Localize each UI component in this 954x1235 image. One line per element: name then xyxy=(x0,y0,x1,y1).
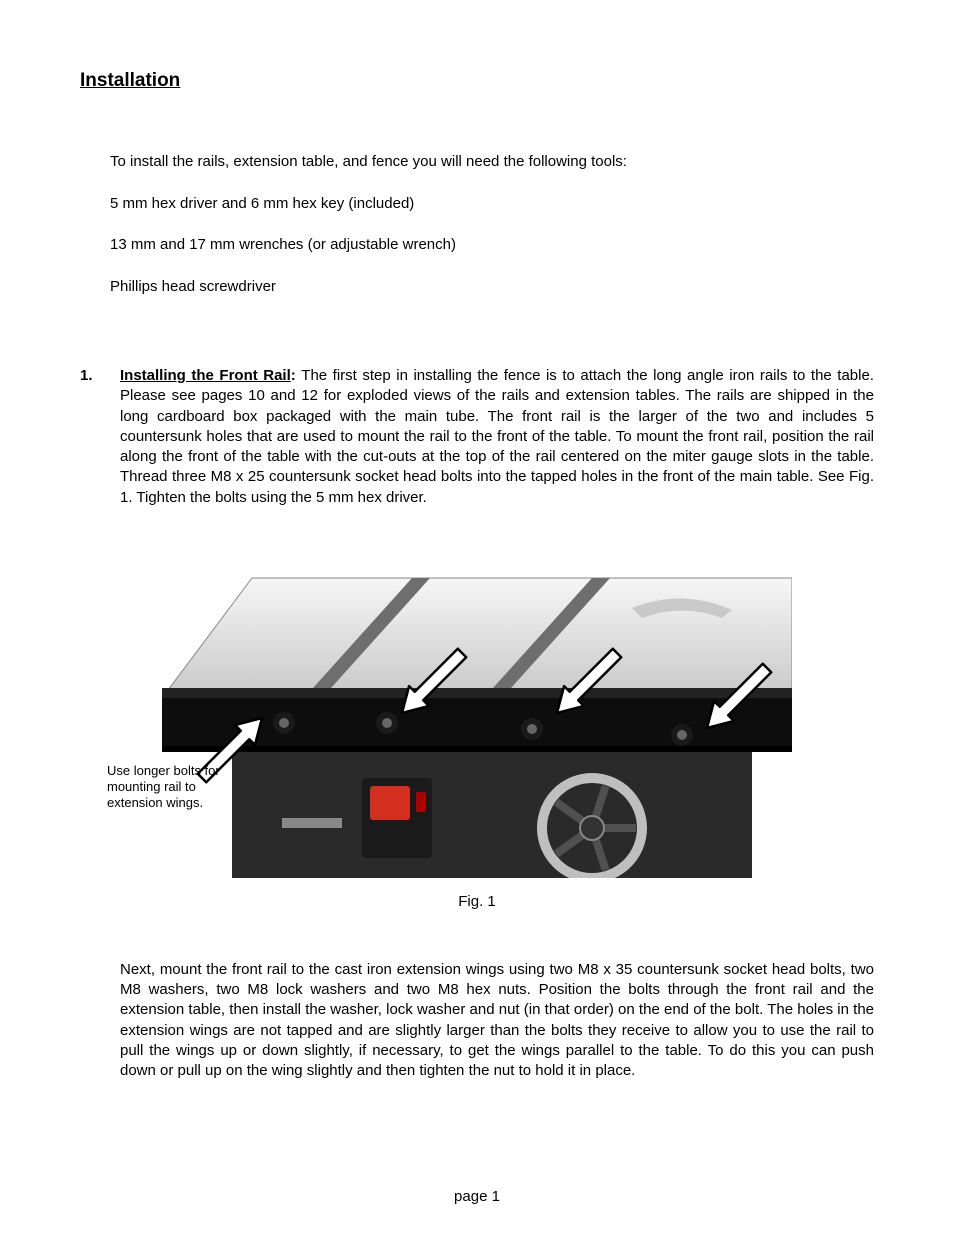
tools-intro: To install the rails, extension table, a… xyxy=(110,152,874,172)
page: Installation To install the rails, exten… xyxy=(0,0,954,1235)
step-number: 1. xyxy=(80,366,120,508)
tool-item: 13 mm and 17 mm wrenches (or adjustable … xyxy=(110,235,874,255)
tools-list: To install the rails, extension table, a… xyxy=(110,152,874,296)
page-footer: page 1 xyxy=(0,1188,954,1205)
step-1: 1. Installing the Front Rail: The first … xyxy=(80,366,874,508)
para-2: Next, mount the front rail to the cast i… xyxy=(120,960,874,1082)
step-colon: : xyxy=(291,367,302,384)
tool-item: Phillips head screwdriver xyxy=(110,277,874,297)
tool-item: 5 mm hex driver and 6 mm hex key (includ… xyxy=(110,194,874,214)
page-title: Installation xyxy=(80,70,874,92)
figure-1: Use longer bolts for mounting rail to ex… xyxy=(80,548,874,910)
step-text: The first step in installing the fence i… xyxy=(120,367,874,506)
figure-1-svg xyxy=(162,548,792,878)
figure-callout: Use longer bolts for mounting rail to ex… xyxy=(107,763,237,812)
step-title: Installing the Front Rail xyxy=(120,367,291,384)
step-body: Installing the Front Rail: The first ste… xyxy=(120,366,874,508)
figure-caption: Fig. 1 xyxy=(458,893,496,910)
